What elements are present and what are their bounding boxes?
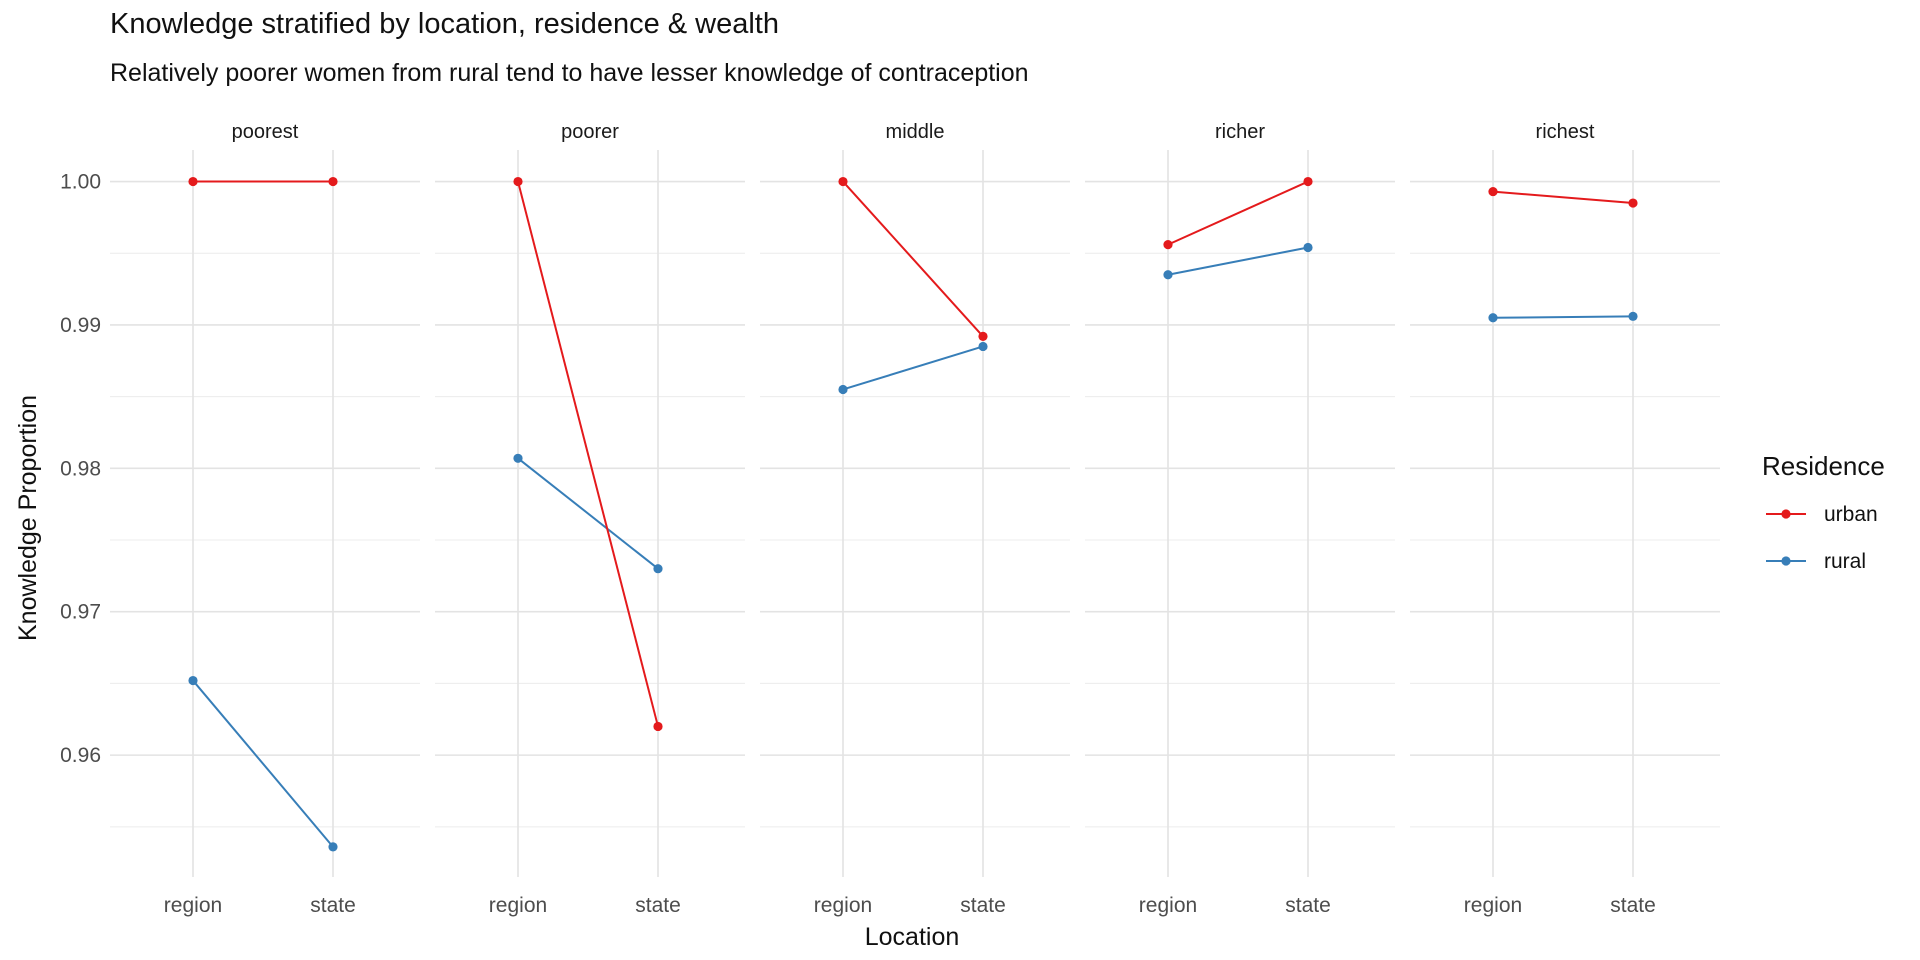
y-tick-label: 0.97 [60, 601, 101, 624]
legend-key-point [1781, 556, 1791, 566]
data-point-urban [513, 176, 523, 187]
data-point-urban [1163, 240, 1173, 250]
data-point-rural [1303, 242, 1313, 253]
legend-title: Residence [1762, 451, 1885, 481]
chart-subtitle: Relatively poorer women from rural tend … [110, 59, 1029, 87]
series-line-rural [1492, 315, 1634, 319]
y-tick-label: 1.00 [60, 171, 101, 194]
chart-title: Knowledge stratified by location, reside… [110, 8, 779, 40]
x-tick-label: state [960, 894, 1006, 917]
data-point-rural [188, 675, 198, 686]
series-line-urban [1167, 180, 1309, 246]
data-point-urban [328, 176, 338, 187]
data-point-rural [513, 453, 523, 463]
x-tick-label: region [164, 894, 222, 917]
legend-key-point [1781, 509, 1791, 519]
data-point-urban [1303, 176, 1313, 187]
y-tick-label: 0.99 [60, 314, 101, 337]
data-point-urban [838, 176, 848, 187]
data-point-rural [328, 842, 338, 852]
x-tick-label: region [1464, 894, 1522, 917]
data-point-urban [1488, 186, 1498, 197]
data-point-rural [978, 341, 988, 352]
x-tick-label: state [635, 894, 681, 917]
data-point-urban [188, 176, 198, 187]
series-line-rural [517, 457, 659, 570]
data-point-rural [653, 564, 663, 574]
panel-strip-label: richer [1215, 121, 1265, 143]
series-line-urban [1492, 190, 1634, 205]
x-tick-label: region [1139, 894, 1197, 917]
data-point-urban [978, 331, 988, 342]
series-line-urban [517, 181, 659, 727]
x-tick-label: state [1285, 894, 1331, 917]
y-tick-label: 0.98 [60, 457, 101, 480]
panel-strip-label: poorer [561, 121, 619, 143]
data-point-urban [653, 721, 663, 732]
series-line-rural [842, 345, 984, 391]
legend-label: rural [1824, 550, 1866, 573]
legend-label: urban [1824, 503, 1878, 526]
data-point-urban [1628, 198, 1638, 208]
y-axis-title: Knowledge Proportion [14, 395, 42, 641]
data-point-rural [838, 384, 848, 395]
x-tick-label: state [310, 894, 356, 917]
x-axis-title: Location [865, 923, 960, 951]
series-line-urban [842, 180, 984, 338]
panel-strip-label: poorest [232, 121, 299, 143]
panel-strip-label: middle [886, 121, 945, 143]
panel-strip-label: richest [1536, 121, 1595, 143]
data-point-rural [1163, 270, 1173, 280]
data-point-rural [1628, 311, 1638, 321]
series-line-rural [1167, 246, 1309, 276]
x-tick-label: region [489, 894, 547, 917]
x-tick-label: region [814, 894, 872, 917]
data-point-rural [1488, 313, 1498, 323]
series-line-rural [192, 679, 334, 848]
y-tick-label: 0.96 [60, 744, 101, 767]
x-tick-label: state [1610, 894, 1656, 917]
